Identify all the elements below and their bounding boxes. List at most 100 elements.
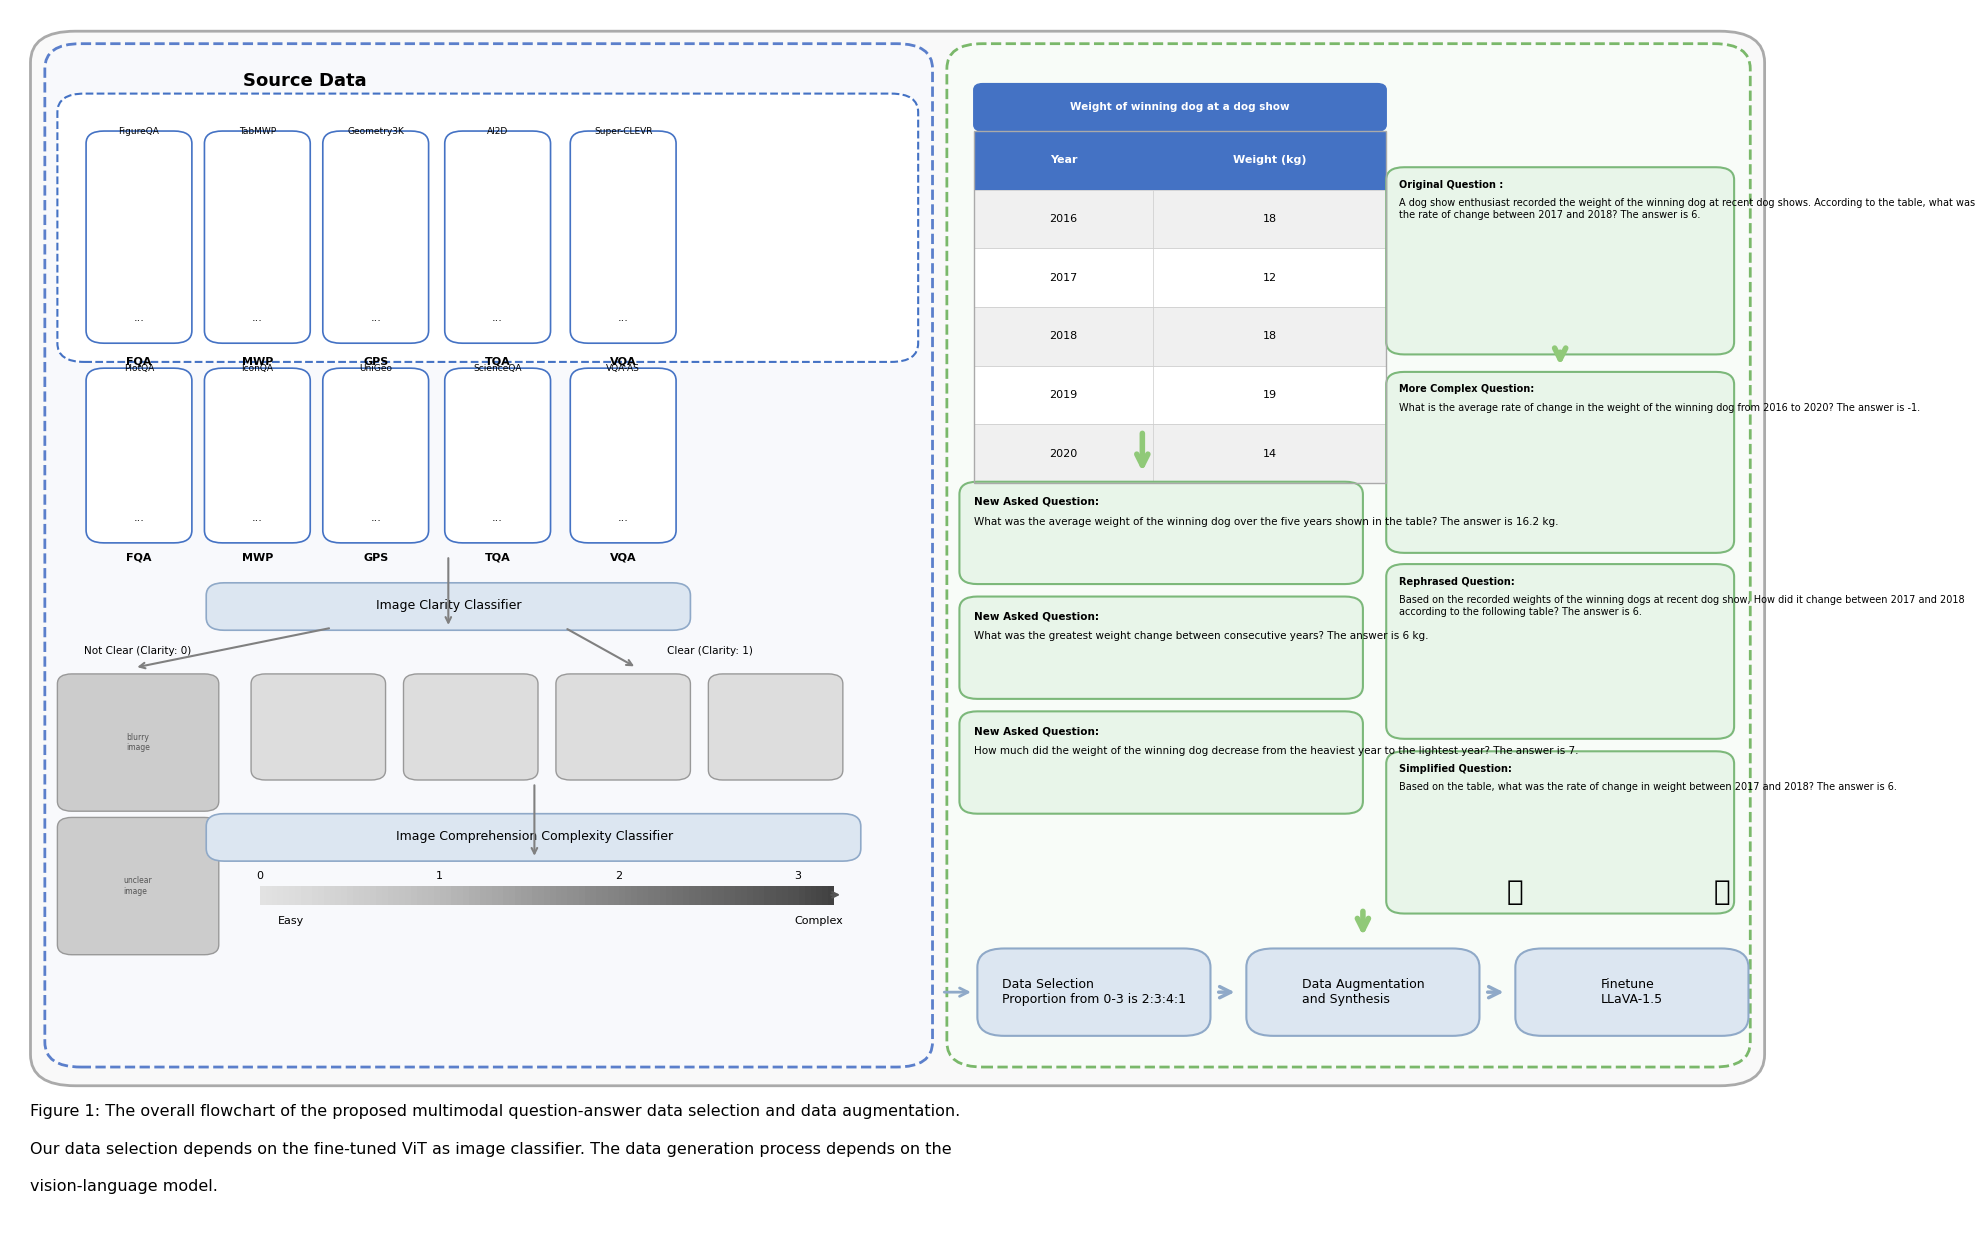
Text: Original Question :: Original Question : [1399,180,1502,190]
Bar [313,886,317,905]
Text: Based on the recorded weights of the winning dogs at recent dog show, How did it: Based on the recorded weights of the win… [1399,595,1964,617]
Bar [383,886,388,905]
Bar [620,886,624,905]
Text: What was the average weight of the winning dog over the five years shown in the : What was the average weight of the winni… [973,517,1558,527]
FancyBboxPatch shape [977,948,1211,1036]
FancyBboxPatch shape [1385,564,1734,739]
Bar [723,886,729,905]
Bar [672,886,678,905]
FancyBboxPatch shape [252,674,386,780]
Text: 18: 18 [1263,213,1276,225]
Bar [266,886,272,905]
FancyBboxPatch shape [555,674,690,780]
Text: VQA: VQA [610,357,636,367]
Bar [642,886,648,905]
Text: Data Selection
Proportion from 0-3 is 2:3:4:1: Data Selection Proportion from 0-3 is 2:… [1003,978,1185,1006]
FancyBboxPatch shape [959,711,1364,814]
Bar [277,886,283,905]
Bar [422,886,428,905]
Text: 14: 14 [1263,448,1276,459]
Bar [805,886,811,905]
Bar [404,886,410,905]
Bar [353,886,359,905]
Bar [684,886,690,905]
Bar [497,886,503,905]
FancyBboxPatch shape [204,131,311,343]
Bar [503,886,509,905]
FancyBboxPatch shape [30,31,1764,1086]
Bar [283,886,289,905]
Bar [468,886,474,905]
Bar [828,886,834,905]
Bar [335,886,341,905]
Text: UniGeo: UniGeo [359,363,392,373]
Bar [307,886,313,905]
Text: ...: ... [618,313,628,323]
Bar [811,886,817,905]
Bar [398,886,404,905]
Bar [636,886,642,905]
Bar [712,886,717,905]
Text: 2019: 2019 [1048,389,1078,401]
FancyBboxPatch shape [206,583,690,630]
Text: What was the greatest weight change between consecutive years? The answer is 6 k: What was the greatest weight change betw… [973,631,1429,641]
Text: GPS: GPS [363,357,388,367]
Bar [765,886,771,905]
Bar [771,886,775,905]
Text: ...: ... [371,313,381,323]
Bar [654,886,660,905]
Text: Geometry3K: Geometry3K [347,126,404,136]
FancyBboxPatch shape [571,368,676,543]
Text: IconQA: IconQA [242,363,274,373]
Text: Finetune
LLaVA-1.5: Finetune LLaVA-1.5 [1601,978,1663,1006]
Text: What is the average rate of change in the weight of the winning dog from 2016 to: What is the average rate of change in th… [1399,403,1921,413]
Bar [799,886,805,905]
Bar [567,886,573,905]
Text: ...: ... [133,513,145,523]
Text: MWP: MWP [242,553,274,563]
Bar [440,886,446,905]
Bar [597,886,603,905]
Text: New Asked Question:: New Asked Question: [973,726,1098,736]
Text: blurry
image: blurry image [127,733,151,753]
FancyBboxPatch shape [973,131,1385,190]
Bar [747,886,753,905]
Bar [434,886,440,905]
Text: Weight (kg): Weight (kg) [1233,155,1306,166]
Text: Year: Year [1050,155,1076,166]
Text: TQA: TQA [486,357,511,367]
Bar [323,886,329,905]
FancyBboxPatch shape [1385,751,1734,914]
Text: unclear
image: unclear image [123,876,153,896]
Bar [365,886,371,905]
Text: ...: ... [618,513,628,523]
FancyBboxPatch shape [206,814,860,861]
Text: ScienceQA: ScienceQA [474,363,521,373]
Text: Figure 1: The overall flowchart of the proposed multimodal question-answer data : Figure 1: The overall flowchart of the p… [30,1104,961,1119]
FancyBboxPatch shape [57,674,218,811]
FancyBboxPatch shape [85,368,192,543]
Text: FQA: FQA [127,553,153,563]
Bar [614,886,620,905]
Text: 2020: 2020 [1048,448,1078,459]
Text: 19: 19 [1263,389,1276,401]
Bar [561,886,567,905]
Bar [700,886,706,905]
Bar [533,886,539,905]
FancyBboxPatch shape [444,368,551,543]
Bar [515,886,521,905]
Text: Based on the table, what was the rate of change in weight between 2017 and 2018?: Based on the table, what was the rate of… [1399,782,1897,792]
Bar [341,886,347,905]
Bar [648,886,654,905]
FancyBboxPatch shape [708,674,842,780]
Text: ...: ... [133,313,145,323]
Text: ...: ... [252,313,264,323]
FancyBboxPatch shape [46,44,932,1067]
FancyBboxPatch shape [204,368,311,543]
Text: 2017: 2017 [1048,272,1078,283]
Bar [480,886,486,905]
Text: TabMWP: TabMWP [238,126,275,136]
Text: vision-language model.: vision-language model. [30,1179,218,1194]
Bar [377,886,383,905]
Bar [823,886,828,905]
